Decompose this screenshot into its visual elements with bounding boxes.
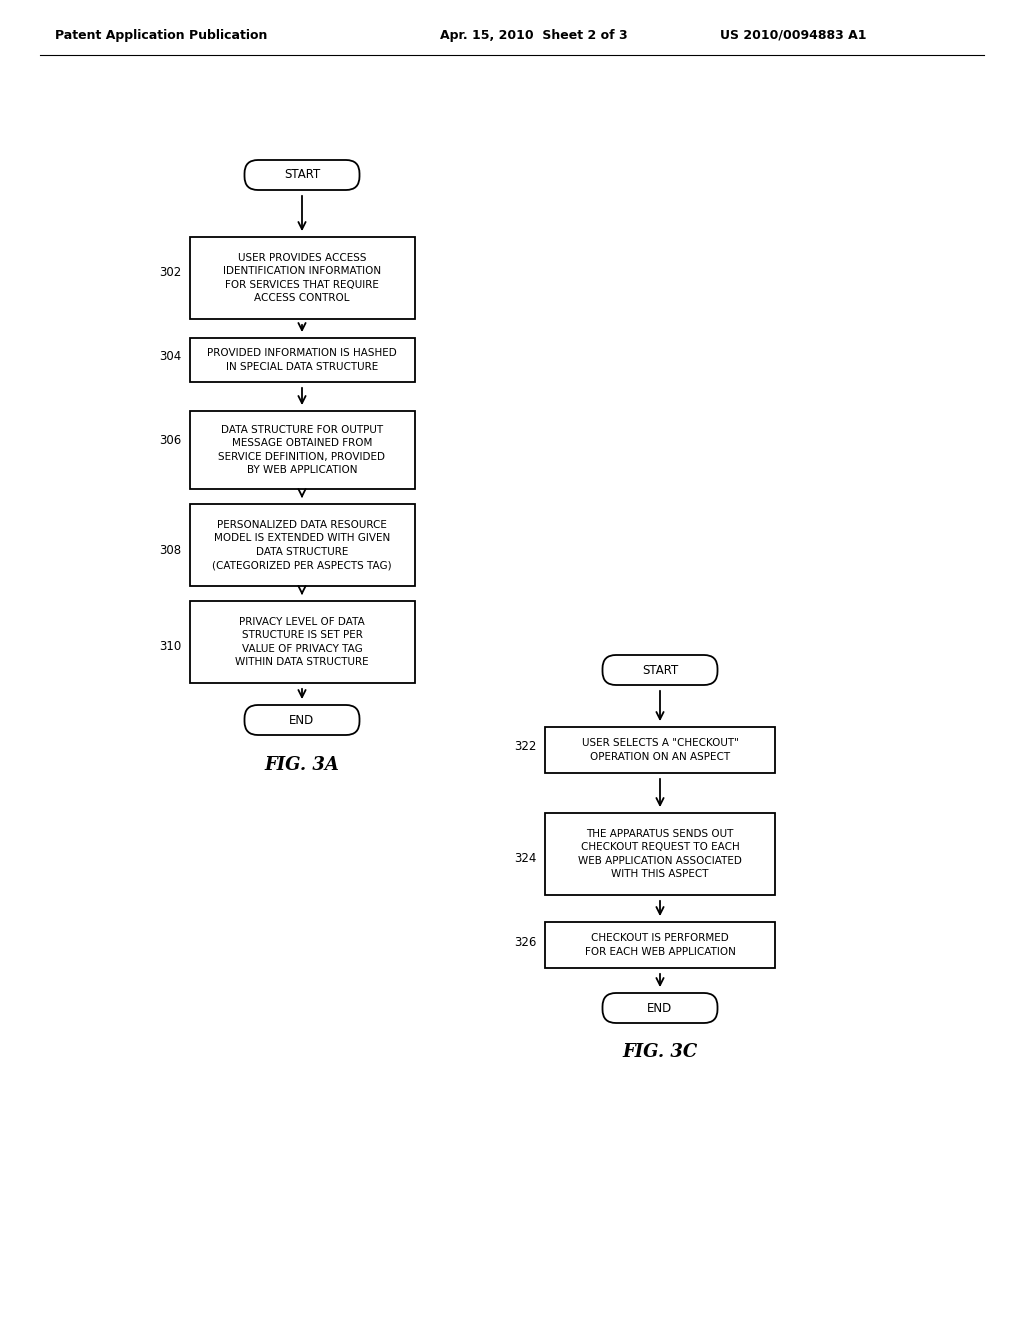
Text: US 2010/0094883 A1: US 2010/0094883 A1	[720, 29, 866, 41]
Text: USER SELECTS A "CHECKOUT"
OPERATION ON AN ASPECT: USER SELECTS A "CHECKOUT" OPERATION ON A…	[582, 738, 738, 762]
Bar	[545, 727, 775, 774]
Text: USER PROVIDES ACCESS
IDENTIFICATION INFORMATION
FOR SERVICES THAT REQUIRE
ACCESS: USER PROVIDES ACCESS IDENTIFICATION INFO…	[223, 252, 381, 304]
Bar	[189, 601, 415, 682]
Text: 324: 324	[515, 853, 537, 866]
FancyBboxPatch shape	[602, 655, 718, 685]
Text: CHECKOUT IS PERFORMED
FOR EACH WEB APPLICATION: CHECKOUT IS PERFORMED FOR EACH WEB APPLI…	[585, 933, 735, 957]
FancyBboxPatch shape	[602, 993, 718, 1023]
Bar	[189, 411, 415, 488]
Bar	[189, 338, 415, 381]
Text: 322: 322	[515, 741, 537, 754]
Text: START: START	[642, 664, 678, 676]
Bar	[189, 504, 415, 586]
Text: PERSONALIZED DATA RESOURCE
MODEL IS EXTENDED WITH GIVEN
DATA STRUCTURE
(CATEGORI: PERSONALIZED DATA RESOURCE MODEL IS EXTE…	[212, 520, 392, 570]
Text: PRIVACY LEVEL OF DATA
STRUCTURE IS SET PER
VALUE OF PRIVACY TAG
WITHIN DATA STRU: PRIVACY LEVEL OF DATA STRUCTURE IS SET P…	[236, 616, 369, 668]
Text: FIG. 3A: FIG. 3A	[264, 756, 339, 774]
Text: FIG. 3C: FIG. 3C	[623, 1043, 697, 1061]
Text: 310: 310	[160, 640, 181, 653]
Text: START: START	[284, 169, 321, 181]
Bar	[545, 921, 775, 968]
Bar	[545, 813, 775, 895]
Text: THE APPARATUS SENDS OUT
CHECKOUT REQUEST TO EACH
WEB APPLICATION ASSOCIATED
WITH: THE APPARATUS SENDS OUT CHECKOUT REQUEST…	[579, 829, 742, 879]
Text: 304: 304	[160, 351, 181, 363]
Text: Apr. 15, 2010  Sheet 2 of 3: Apr. 15, 2010 Sheet 2 of 3	[440, 29, 628, 41]
FancyBboxPatch shape	[245, 705, 359, 735]
FancyBboxPatch shape	[245, 160, 359, 190]
Text: 302: 302	[160, 267, 181, 280]
Text: END: END	[647, 1002, 673, 1015]
Text: PROVIDED INFORMATION IS HASHED
IN SPECIAL DATA STRUCTURE: PROVIDED INFORMATION IS HASHED IN SPECIA…	[207, 348, 397, 372]
Text: 306: 306	[160, 433, 181, 446]
Bar	[189, 238, 415, 319]
Text: 308: 308	[160, 544, 181, 557]
Text: DATA STRUCTURE FOR OUTPUT
MESSAGE OBTAINED FROM
SERVICE DEFINITION, PROVIDED
BY : DATA STRUCTURE FOR OUTPUT MESSAGE OBTAIN…	[218, 425, 385, 475]
Text: END: END	[290, 714, 314, 726]
Text: 326: 326	[515, 936, 537, 949]
Text: Patent Application Publication: Patent Application Publication	[55, 29, 267, 41]
